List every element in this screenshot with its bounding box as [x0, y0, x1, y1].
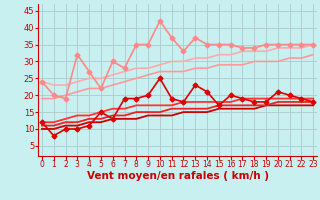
X-axis label: Vent moyen/en rafales ( km/h ): Vent moyen/en rafales ( km/h )	[87, 171, 268, 181]
